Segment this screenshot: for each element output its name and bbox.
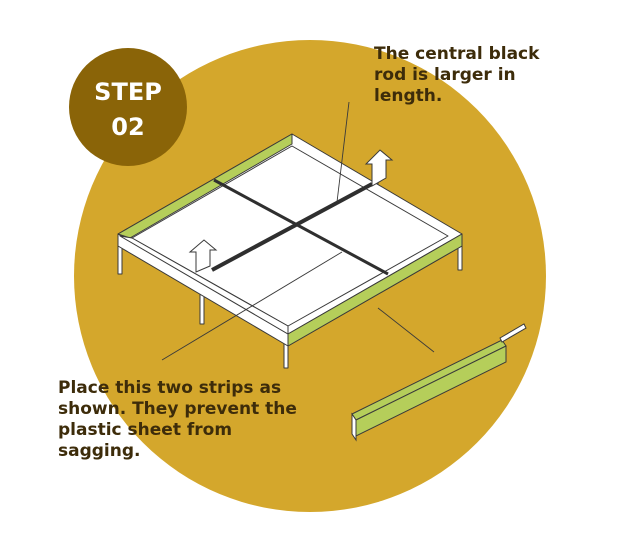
- frame-assembly: [117, 133, 463, 369]
- leader-strip-right: [377, 307, 435, 353]
- rod-callout-line: rod is larger in: [374, 65, 516, 85]
- strips-callout-line: plastic sheet from: [58, 420, 233, 440]
- strip-right: [287, 233, 463, 347]
- loose-strip-side: [351, 412, 357, 442]
- step-badge-circle: [69, 48, 187, 166]
- rod-callout: The central black rod is larger in lengt…: [374, 44, 554, 107]
- strips-callout: Place this two strips as shown. They pre…: [58, 378, 298, 462]
- strips-callout-line: Place this two strips as: [58, 378, 282, 398]
- loose-strip-face: [355, 345, 507, 437]
- leader-strips: [161, 251, 343, 361]
- loose-strip: [351, 323, 527, 442]
- rod-clip-back: [364, 149, 394, 187]
- leader-rod: [336, 101, 350, 203]
- rod-end-clips: [188, 149, 394, 273]
- rod-clip-front: [188, 239, 218, 273]
- rod-callout-line: The central black: [374, 44, 540, 64]
- cross-rod: [213, 178, 389, 276]
- step-badge: STEP 02: [69, 48, 187, 166]
- strips-callout-line: sagging.: [58, 441, 141, 461]
- loose-strip-rod: [499, 323, 527, 343]
- strips-callout-line: shown. They prevent the: [58, 399, 297, 419]
- rods: [211, 178, 389, 276]
- central-rod: [211, 182, 373, 272]
- rod-callout-line: length.: [374, 86, 443, 106]
- step-badge-number: 02: [111, 113, 144, 141]
- leader-lines: [161, 101, 435, 361]
- step-badge-label: STEP: [94, 78, 162, 106]
